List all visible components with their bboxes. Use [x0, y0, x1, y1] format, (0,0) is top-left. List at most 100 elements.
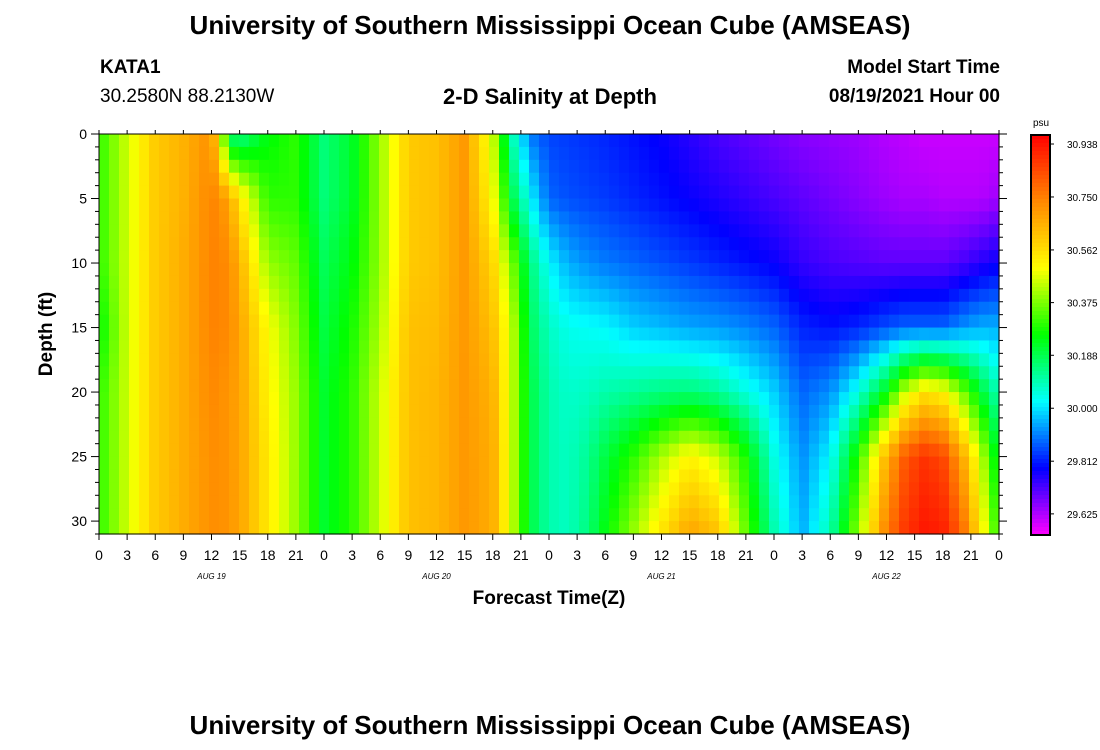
heatmap-cell: [439, 379, 450, 393]
heatmap-cell: [419, 495, 430, 509]
heatmap-cell: [669, 469, 680, 483]
heatmap-cell: [329, 250, 340, 264]
heatmap-cell: [939, 146, 950, 161]
heatmap-cell: [499, 198, 510, 213]
heatmap-cell: [719, 211, 730, 225]
heatmap-cell: [239, 469, 250, 483]
heatmap-cell: [199, 417, 210, 432]
heatmap-cell: [859, 288, 870, 303]
colorbar-segment: [1031, 315, 1050, 320]
heatmap-cell: [339, 301, 350, 316]
heatmap-cell: [229, 521, 240, 535]
heatmap-cell: [679, 172, 690, 187]
heatmap-cell: [669, 521, 680, 535]
heatmap-cell: [739, 327, 750, 342]
heatmap-cell: [239, 172, 250, 187]
heatmap-cell: [649, 508, 660, 522]
heatmap-cell: [979, 495, 990, 509]
heatmap-cell: [749, 430, 760, 445]
heatmap-cell: [559, 379, 570, 393]
heatmap-cell: [539, 495, 550, 509]
heatmap-cell: [949, 250, 960, 264]
heatmap-cell: [929, 172, 940, 187]
heatmap-cell: [949, 211, 960, 225]
heatmap-cell: [499, 288, 510, 303]
heatmap-cell: [329, 185, 340, 200]
heatmap-cell: [409, 392, 420, 406]
heatmap-cell: [759, 250, 770, 264]
heatmap-cell: [169, 417, 180, 432]
heatmap-cell: [899, 340, 910, 354]
heatmap-cell: [779, 379, 790, 393]
heatmap-cell: [219, 275, 230, 290]
heatmap-cell: [539, 404, 550, 419]
heatmap-cell: [119, 392, 130, 406]
heatmap-cell: [129, 469, 140, 483]
heatmap-cell: [669, 456, 680, 471]
heatmap-cell: [749, 469, 760, 483]
heatmap-cell: [839, 146, 850, 161]
heatmap-cell: [859, 430, 870, 445]
heatmap-cell: [709, 340, 720, 354]
heatmap-cell: [629, 211, 640, 225]
heatmap-cell: [229, 172, 240, 187]
heatmap-cell: [149, 198, 160, 213]
heatmap-cell: [789, 314, 800, 329]
heatmap-cell: [259, 469, 270, 483]
heatmap-cell: [709, 404, 720, 419]
heatmap-cell: [619, 172, 630, 187]
heatmap-cell: [659, 159, 670, 174]
heatmap-cell: [739, 263, 750, 277]
heatmap-cell: [139, 211, 150, 225]
heatmap-cell: [169, 159, 180, 174]
heatmap-cell: [529, 521, 540, 535]
heatmap-cell: [339, 198, 350, 213]
colorbar-segment: [1031, 251, 1050, 256]
heatmap-cell: [409, 275, 420, 290]
heatmap-cell: [559, 250, 570, 264]
heatmap-cell: [779, 314, 790, 329]
heatmap-cell: [529, 404, 540, 419]
heatmap-cell: [919, 134, 930, 148]
colorbar-segment: [1031, 387, 1050, 392]
colorbar: 30.93830.75030.56230.37530.18830.00029.8…: [1030, 134, 1098, 536]
heatmap-cell: [329, 159, 340, 174]
colorbar-segment: [1031, 295, 1050, 300]
heatmap-cell: [829, 443, 840, 458]
heatmap-cell: [159, 250, 170, 264]
heatmap-cell: [959, 353, 970, 367]
heatmap-cell: [869, 146, 880, 161]
heatmap-cell: [849, 263, 860, 277]
heatmap-cell: [609, 443, 620, 458]
heatmap-cell: [429, 172, 440, 187]
heatmap-cell: [769, 263, 780, 277]
heatmap-cell: [989, 508, 1000, 522]
heatmap-cell: [609, 288, 620, 303]
heatmap-cell: [239, 263, 250, 277]
heatmap-cell: [959, 430, 970, 445]
heatmap-cell: [959, 469, 970, 483]
heatmap-cell: [449, 134, 460, 148]
heatmap-cell: [99, 443, 110, 458]
heatmap-cell: [119, 224, 130, 238]
heatmap-cell: [639, 508, 650, 522]
heatmap-cell: [239, 327, 250, 342]
heatmap-cell: [469, 237, 480, 251]
heatmap-cell: [849, 404, 860, 419]
heatmap-cell: [209, 469, 220, 483]
heatmap-cell: [189, 482, 200, 496]
heatmap-cell: [469, 314, 480, 329]
heatmap-cell: [199, 340, 210, 354]
heatmap-cell: [599, 379, 610, 393]
heatmap-cell: [159, 495, 170, 509]
heatmap-cell: [739, 508, 750, 522]
heatmap-cell: [409, 301, 420, 316]
heatmap-cell: [519, 172, 530, 187]
heatmap-cell: [399, 185, 410, 200]
heatmap-cell: [279, 327, 290, 342]
heatmap-cell: [219, 314, 230, 329]
heatmap-cell: [959, 134, 970, 148]
heatmap-cell: [949, 288, 960, 303]
heatmap-cell: [839, 224, 850, 238]
heatmap-cell: [649, 237, 660, 251]
